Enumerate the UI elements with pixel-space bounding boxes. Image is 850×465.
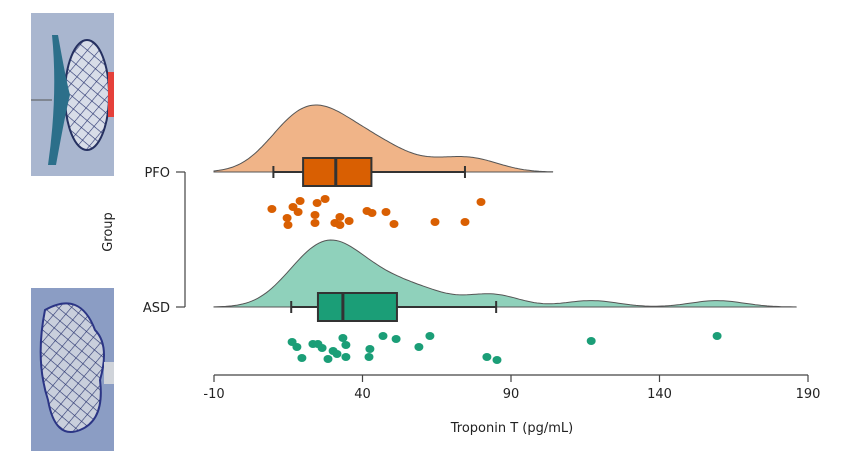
data-point [389, 220, 399, 228]
y-tick-label-pfo: PFO [144, 166, 170, 181]
data-point [297, 354, 307, 362]
data-point [460, 218, 470, 226]
data-point [476, 198, 486, 206]
data-point [317, 344, 327, 352]
box-asd [316, 292, 398, 322]
pfo-device-image [31, 13, 114, 176]
data-point [341, 341, 351, 349]
data-point [267, 205, 277, 213]
data-point [430, 218, 440, 226]
data-point [586, 337, 596, 345]
data-point [310, 211, 320, 219]
data-point [367, 209, 377, 217]
x-axis-label: Troponin T (pg/mL) [450, 421, 573, 436]
data-point [482, 353, 492, 361]
asd-device-image [31, 288, 114, 451]
data-point [391, 335, 401, 343]
data-point [341, 353, 351, 361]
x-tick-label: 140 [647, 387, 672, 402]
data-point [282, 214, 292, 222]
y-axis-label: Group [101, 212, 116, 252]
data-point [323, 355, 333, 363]
data-point [312, 199, 322, 207]
data-point [295, 197, 305, 205]
data-point [492, 356, 502, 364]
y-tick-label-asd: ASD [143, 301, 170, 316]
data-point [332, 350, 342, 358]
x-tick-label: 190 [796, 387, 821, 402]
data-point [293, 208, 303, 216]
data-point [320, 195, 330, 203]
data-point [712, 332, 722, 340]
data-point [335, 221, 345, 229]
data-point [335, 213, 345, 221]
data-point [365, 345, 375, 353]
data-point [283, 221, 293, 229]
density-asd [213, 239, 797, 308]
data-point [344, 217, 354, 225]
data-point [425, 332, 435, 340]
x-tick-label: 40 [354, 387, 371, 402]
x-tick-label: 90 [503, 387, 520, 402]
x-tick-label: -10 [203, 387, 224, 402]
data-point [414, 343, 424, 351]
data-point [381, 208, 391, 216]
data-point [310, 219, 320, 227]
data-point [364, 353, 374, 361]
data-point [378, 332, 388, 340]
data-point [338, 334, 348, 342]
data-point [292, 343, 302, 351]
density-pfo [213, 104, 554, 173]
